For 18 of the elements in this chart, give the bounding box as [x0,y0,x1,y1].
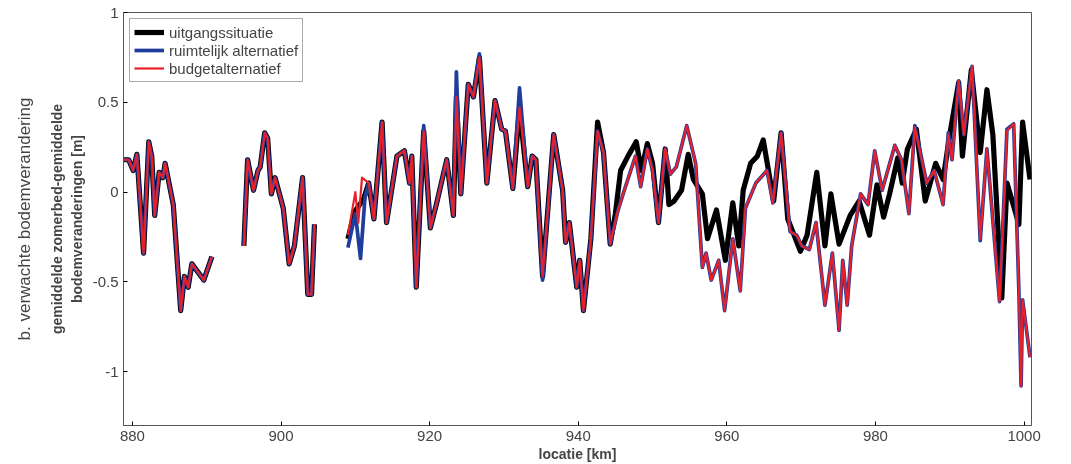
x-tick-label: 960 [714,426,740,444]
legend-label: uitgangssituatie [169,23,274,41]
text: b. verwachte bodemverandering [15,97,34,341]
y-tick-label: 0 [110,183,119,201]
y-axis-title: gemiddelde zomerbed-gemiddelde bodemveranderingen [m] [49,103,85,335]
x-tick-label: 980 [862,426,888,444]
legend-label: ruimtelijk alternatief [169,41,299,59]
y-tick-label: 0.5 [97,93,119,111]
y-tick-label: -0.5 [92,272,119,290]
x-tick-label: 920 [417,426,443,444]
x-axis-title: locatie [km] [538,445,617,462]
x-tick-label: 900 [268,426,294,444]
legend-label: budgetalternatief [169,59,281,77]
x-tick-label: 940 [565,426,591,444]
y-tick-label: -1 [105,362,119,380]
x-tick-label: 880 [119,426,145,444]
y-tick-label: 1 [110,3,119,21]
x-tick-label: 1000 [1007,426,1041,444]
